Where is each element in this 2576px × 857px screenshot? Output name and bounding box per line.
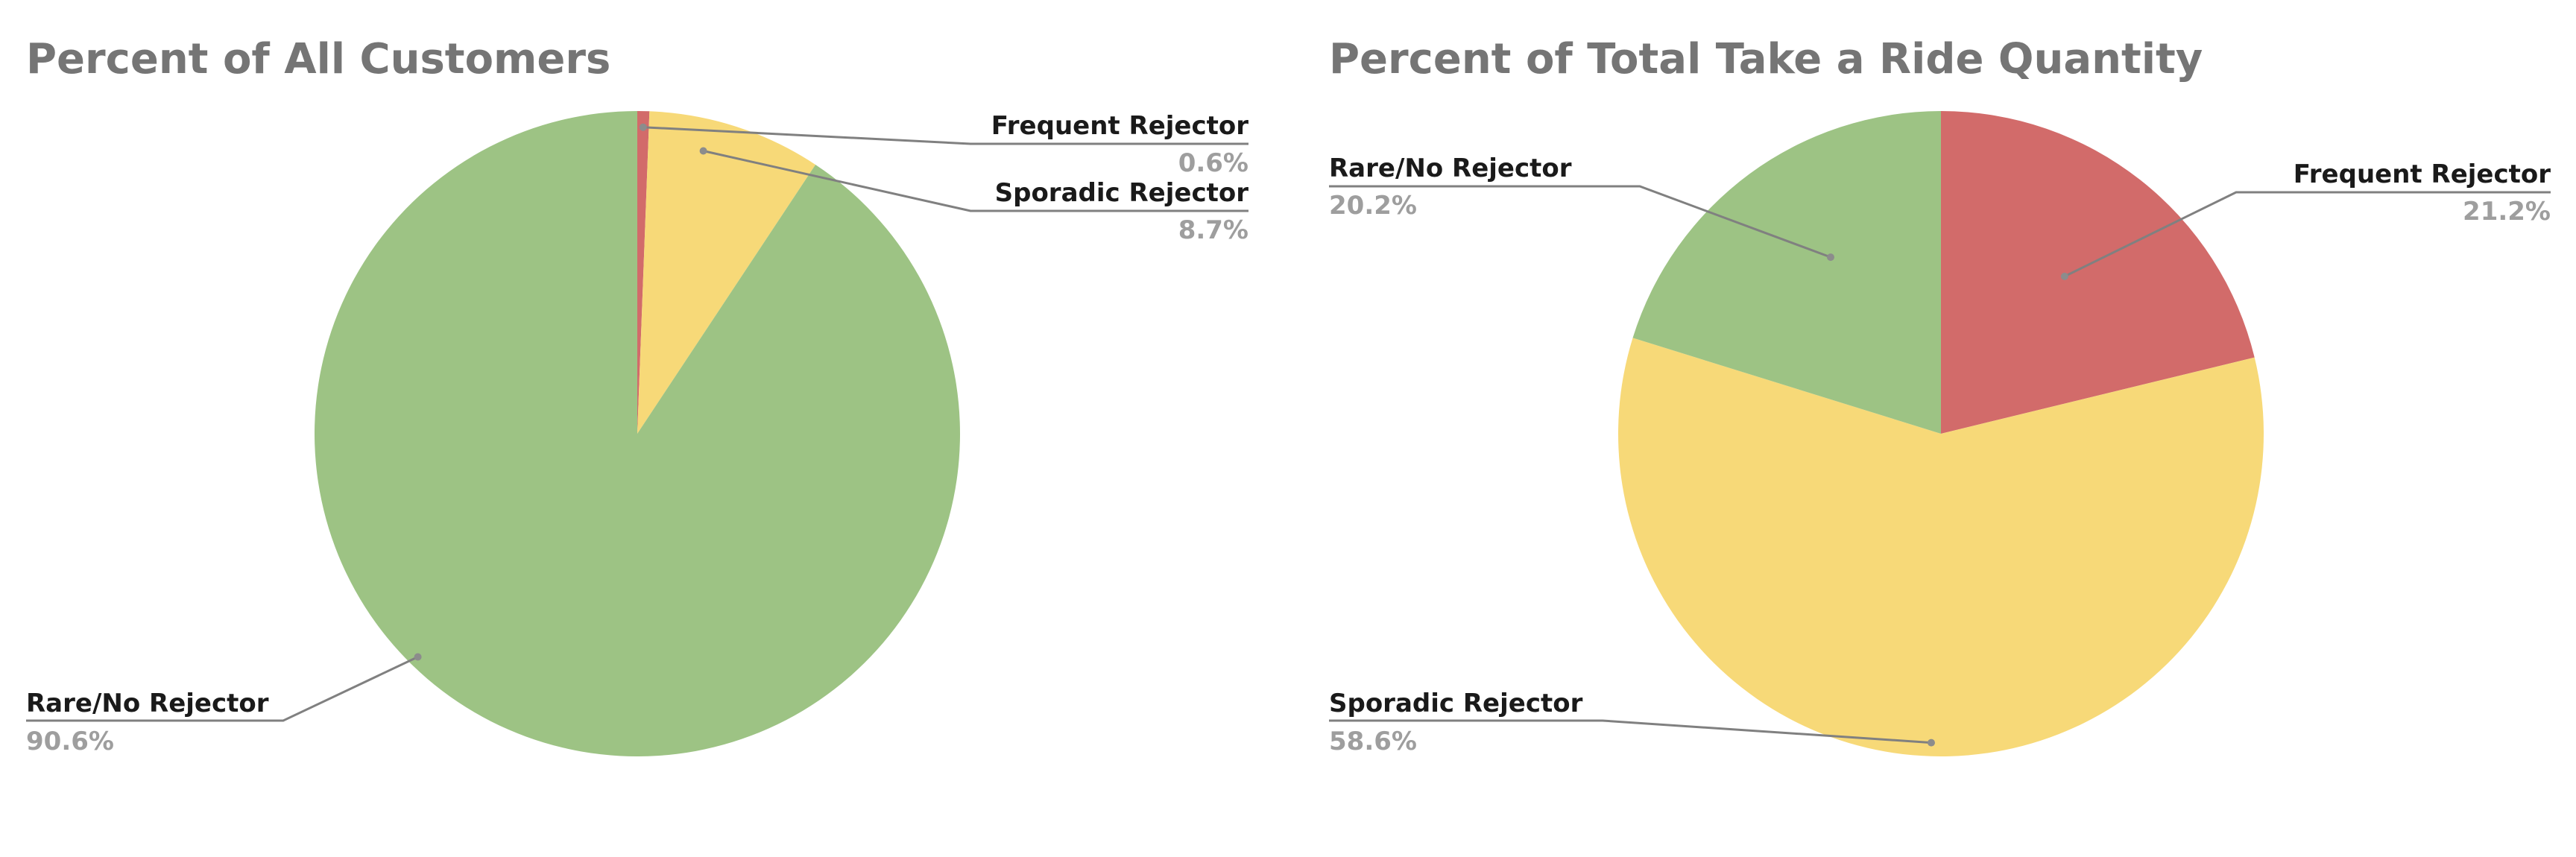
pie-labels: Frequent Rejector 21.2% Sporadic Rejector 5… (1329, 154, 2551, 756)
slice-label: Rare/No Rejector (1329, 154, 1572, 183)
slice-label: Rare/No Rejector (26, 689, 269, 718)
pie-labels: Frequent Rejector 0.6%Sporadic Rejector 8.… (26, 111, 1248, 756)
pie-slices (315, 111, 961, 757)
chart-title: Percent of Total Take a Ride Quantity (1329, 35, 2203, 83)
leader-line (26, 656, 419, 722)
leader-line (643, 126, 1248, 145)
slice-label: Sporadic Rejector (995, 178, 1249, 208)
slice-value-label: 0.6% (1178, 148, 1248, 178)
pie-slice-rare-no-rejector (315, 111, 961, 757)
leader-dot (414, 653, 422, 661)
slice-label: Frequent Rejector (2294, 159, 2551, 189)
slice-value-label: 20.2% (1329, 191, 1417, 221)
slice-value-label: 90.6% (26, 727, 114, 756)
chart-title: Percent of All Customers (26, 35, 610, 83)
pie-chart-ride-quantity: Percent of Total Take a Ride Quantity Fr… (1329, 35, 2551, 756)
leader-line (703, 150, 1248, 212)
pie-slice-sporadic-rejector (637, 111, 816, 434)
pie-slices (1617, 111, 2264, 756)
slice-value-label: 58.6% (1329, 727, 1417, 756)
leader-line (1329, 185, 1831, 259)
leader-dot (699, 147, 707, 155)
pie-slice-frequent-rejector (637, 111, 650, 434)
leader-line (1329, 719, 1932, 744)
slice-value-label: 21.2% (2463, 197, 2551, 227)
leader-dot (639, 123, 647, 131)
slice-value-label: 8.7% (1178, 215, 1248, 245)
leader-line (2064, 191, 2551, 278)
leader-dot (2060, 272, 2068, 280)
leader-dot (1827, 253, 1834, 262)
pie-slice-frequent-rejector (1941, 111, 2255, 434)
leader-dot (1928, 739, 1935, 747)
pie-chart-customers: Percent of All Customers Frequent Reject… (26, 35, 1248, 757)
slice-label: Sporadic Rejector (1329, 689, 1583, 718)
slice-label: Frequent Rejector (991, 111, 1248, 141)
pie-slice-rare-no-rejector (1632, 111, 1941, 434)
pie-slice-sporadic-rejector (1617, 338, 2264, 756)
